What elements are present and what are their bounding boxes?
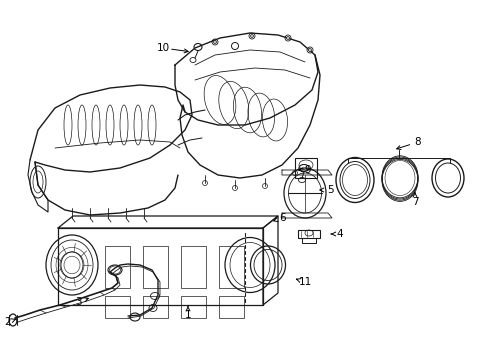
Text: 9: 9 xyxy=(304,165,311,175)
Text: 5: 5 xyxy=(326,185,333,195)
Text: 10: 10 xyxy=(156,43,169,53)
Bar xyxy=(142,296,168,318)
Text: 11: 11 xyxy=(298,277,311,287)
Text: 8: 8 xyxy=(414,137,421,147)
Text: 7: 7 xyxy=(411,197,417,207)
Text: 6: 6 xyxy=(279,213,286,223)
Text: 4: 4 xyxy=(336,229,343,239)
Bar xyxy=(219,246,244,288)
Bar xyxy=(302,238,315,243)
Bar xyxy=(219,296,244,318)
Bar xyxy=(181,296,205,318)
Text: 1: 1 xyxy=(184,310,191,320)
Ellipse shape xyxy=(308,49,311,51)
Bar xyxy=(142,246,168,288)
Ellipse shape xyxy=(286,36,289,40)
Bar xyxy=(297,230,319,238)
Bar xyxy=(105,246,130,288)
Ellipse shape xyxy=(250,35,253,37)
Ellipse shape xyxy=(213,40,216,44)
Bar xyxy=(105,296,130,318)
Text: 3: 3 xyxy=(75,297,81,307)
Text: 2: 2 xyxy=(5,317,11,327)
Bar xyxy=(294,158,316,178)
Bar xyxy=(181,246,205,288)
